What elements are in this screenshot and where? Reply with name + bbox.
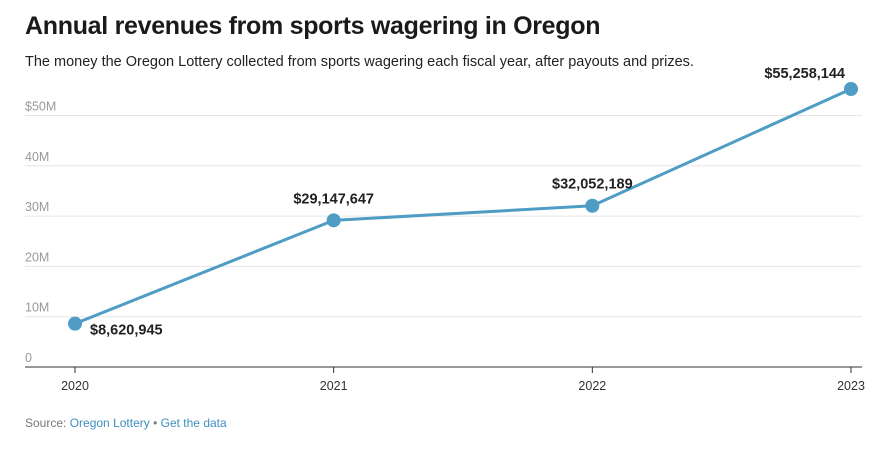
series-line-layer (73, 87, 853, 326)
x-tick-label: 2023 (837, 379, 865, 393)
y-tick-label: 10M (25, 301, 49, 315)
data-label: $29,147,647 (293, 191, 374, 207)
data-label: $8,620,945 (90, 323, 163, 339)
y-tick-label: 40M (25, 150, 49, 164)
x-tick-label: 2020 (61, 379, 89, 393)
footer-separator: • (149, 416, 161, 430)
data-label: $55,258,144 (764, 66, 845, 82)
y-tick-label: 0 (25, 351, 32, 365)
data-point[interactable] (585, 198, 600, 213)
y-tick-label: 20M (25, 250, 49, 264)
x-tick-label: 2022 (578, 379, 606, 393)
data-points (68, 82, 858, 331)
x-axis: 2020 2021 2022 2023 (25, 366, 865, 393)
source-footer: Source: Oregon Lottery • Get the data (25, 416, 227, 430)
series-line (73, 87, 853, 326)
y-tick-label: $50M (25, 99, 56, 113)
data-point[interactable] (326, 213, 341, 228)
grid-lines: 0 10M 20M 30M 40M $50M (25, 99, 862, 365)
get-data-link[interactable]: Get the data (160, 416, 227, 430)
chart-subtitle: The money the Oregon Lottery collected f… (25, 54, 694, 70)
data-labels: $8,620,945 $29,147,647 $32,052,189 $55,258,… (90, 66, 845, 339)
data-point[interactable] (68, 316, 82, 331)
x-tick-label: 2021 (320, 379, 348, 393)
y-tick-label: 30M (25, 200, 49, 214)
data-label: $32,052,189 (552, 177, 633, 193)
chart-title: Annual revenues from sports wagering in … (25, 12, 601, 40)
data-point[interactable] (844, 82, 858, 96)
source-link[interactable]: Oregon Lottery (69, 416, 150, 430)
source-prefix: Source: (25, 416, 70, 430)
